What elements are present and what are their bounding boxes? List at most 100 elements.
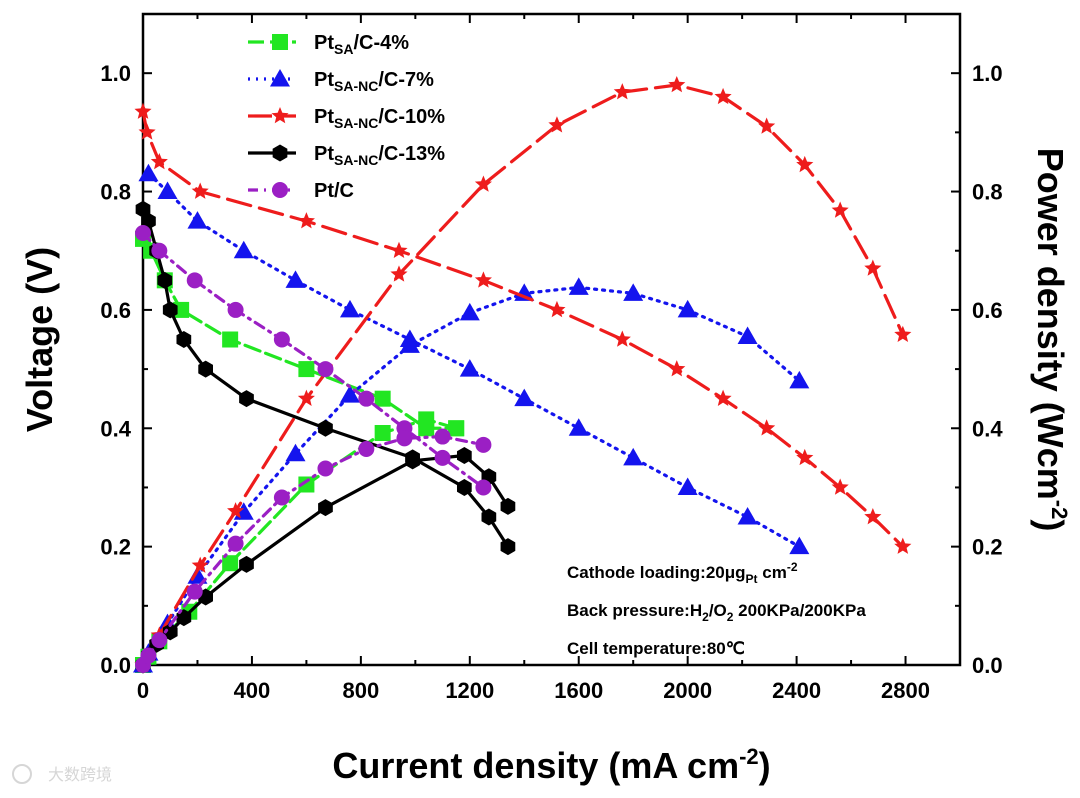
annotation-line: Back pressure:H2/O2 200KPa/200KPa bbox=[567, 601, 866, 624]
legend-label-rest: /C-4% bbox=[353, 32, 409, 54]
legend-label-sub: SA-NC bbox=[334, 78, 378, 94]
watermark-text: 大数跨境 bbox=[48, 765, 112, 784]
x-tick-label: 0 bbox=[137, 678, 149, 703]
s5-power-point bbox=[273, 489, 290, 506]
y-left-tick-label: 0.2 bbox=[100, 535, 131, 560]
legend-label-base: Pt bbox=[314, 106, 334, 128]
s3-power-point bbox=[227, 502, 245, 519]
series-group bbox=[133, 76, 912, 674]
s1-power-point bbox=[448, 420, 465, 437]
s5-polarization-point bbox=[135, 224, 151, 241]
s5-power-point bbox=[358, 440, 375, 457]
s2-power-point bbox=[285, 443, 306, 462]
legend-item-s5: Pt/C bbox=[248, 180, 354, 202]
legend-label-sub: SA-NC bbox=[334, 152, 378, 168]
s2-polarization-point bbox=[157, 181, 178, 200]
s4-polarization-point bbox=[456, 478, 472, 496]
annotation-part: Cell temperature:80℃ bbox=[567, 639, 745, 658]
s3-power-point bbox=[864, 259, 882, 276]
s3-polarization-point bbox=[297, 212, 315, 229]
annotation-part: cm bbox=[758, 563, 787, 582]
s4-power-point bbox=[405, 452, 420, 470]
s2-polarization-point bbox=[187, 211, 208, 229]
y-right-axis-title: Power density (Wcm-2) bbox=[1030, 148, 1072, 532]
legend-item-s2: PtSA-NC/C-7% bbox=[248, 69, 434, 94]
legend-label: PtSA/C-4% bbox=[314, 32, 409, 57]
s4-polarization-point bbox=[157, 271, 173, 289]
s3-polarization-point bbox=[134, 102, 152, 119]
y-right-tick-label: 0.2 bbox=[972, 535, 1003, 560]
y-left-tick-label: 0.8 bbox=[100, 180, 131, 205]
s2-polarization-line bbox=[146, 172, 801, 549]
s2-power-point bbox=[459, 302, 480, 321]
legend: PtSA/C-4%PtSA-NC/C-7%PtSA-NC/C-10%PtSA-N… bbox=[248, 32, 445, 202]
x-tick-label: 1200 bbox=[445, 678, 494, 703]
s2-polarization-point bbox=[514, 388, 535, 407]
s5-power-point bbox=[186, 583, 203, 600]
s1-power-point bbox=[298, 476, 315, 493]
s4-polarization-point bbox=[162, 301, 178, 319]
s3-polarization-point bbox=[474, 271, 492, 288]
annotations: Cathode loading:20μgPt cm-2 Back pressure… bbox=[567, 560, 866, 658]
s3-polarization-point bbox=[796, 448, 814, 466]
legend-label-base: Pt bbox=[314, 32, 334, 54]
y-right-axis-title-end: ) bbox=[1030, 519, 1071, 531]
s1-polarization-point bbox=[374, 390, 391, 407]
s3-power-point bbox=[758, 117, 776, 134]
s5-polarization-point bbox=[227, 301, 244, 318]
s5-power-point bbox=[396, 430, 413, 447]
s3-polarization-point bbox=[668, 360, 686, 377]
s4-polarization-line bbox=[141, 207, 510, 549]
s3-polarization-point bbox=[138, 123, 156, 140]
s2-polarization-point bbox=[339, 299, 360, 318]
s4-polarization-point bbox=[500, 538, 516, 556]
s4-power-point bbox=[162, 623, 178, 641]
s5-power-point bbox=[227, 535, 244, 552]
annotation-part: Pt bbox=[746, 572, 758, 586]
y-left-tick-label: 0.0 bbox=[100, 653, 131, 678]
s2-polarization-point bbox=[737, 507, 758, 525]
s2-polarization-point bbox=[789, 536, 810, 555]
s1-power-point bbox=[418, 411, 435, 428]
s2-power-point bbox=[623, 283, 644, 301]
x-axis-title-sup: -2 bbox=[739, 744, 759, 769]
legend-label: PtSA-NC/C-10% bbox=[314, 106, 445, 131]
s4-polarization-point bbox=[135, 200, 151, 218]
s4-polarization-point bbox=[481, 508, 497, 526]
s5-polarization-point bbox=[151, 242, 168, 259]
annotation-part: 2 bbox=[727, 610, 734, 624]
annotation-part: 200KPa/200KPa bbox=[733, 601, 866, 620]
s2-power-point bbox=[737, 326, 758, 345]
legend-label-rest: /C-7% bbox=[378, 69, 434, 91]
s2-power-point bbox=[789, 370, 810, 389]
s3-power-point bbox=[191, 556, 209, 573]
y-left-tick-label: 0.4 bbox=[100, 416, 131, 441]
legend-swatch-marker bbox=[270, 69, 290, 87]
s4-polarization-point bbox=[318, 419, 333, 437]
s5-power-point bbox=[151, 632, 168, 649]
x-axis-title: Current density (mA cm-2) bbox=[332, 744, 770, 786]
legend-swatch-marker bbox=[272, 144, 288, 162]
s5-polarization-point bbox=[475, 479, 492, 496]
s3-polarization-point bbox=[714, 389, 732, 406]
annotation-part: -2 bbox=[787, 560, 798, 574]
legend-label-sub: SA-NC bbox=[334, 115, 378, 131]
s4-polarization-point bbox=[176, 331, 192, 348]
legend-label-base: Pt bbox=[314, 143, 334, 165]
s2-power-point bbox=[339, 385, 360, 403]
s2-polarization-point bbox=[233, 240, 254, 259]
y-right-tick-label: 0.8 bbox=[972, 180, 1003, 205]
s3-power-point bbox=[390, 265, 408, 282]
s2-power-point bbox=[568, 277, 589, 295]
s2-polarization-point bbox=[459, 359, 480, 377]
legend-label: Pt/C bbox=[314, 180, 354, 202]
y-right-tick-label: 1.0 bbox=[972, 61, 1003, 86]
s3-power-point bbox=[474, 175, 492, 192]
s4-power-point bbox=[456, 447, 472, 464]
s1-power-point bbox=[222, 555, 239, 572]
s3-power-point bbox=[831, 201, 849, 218]
watermark: 大数跨境 bbox=[12, 764, 112, 784]
s5-power-point bbox=[475, 436, 492, 453]
legend-label-rest: /C-10% bbox=[378, 106, 445, 128]
